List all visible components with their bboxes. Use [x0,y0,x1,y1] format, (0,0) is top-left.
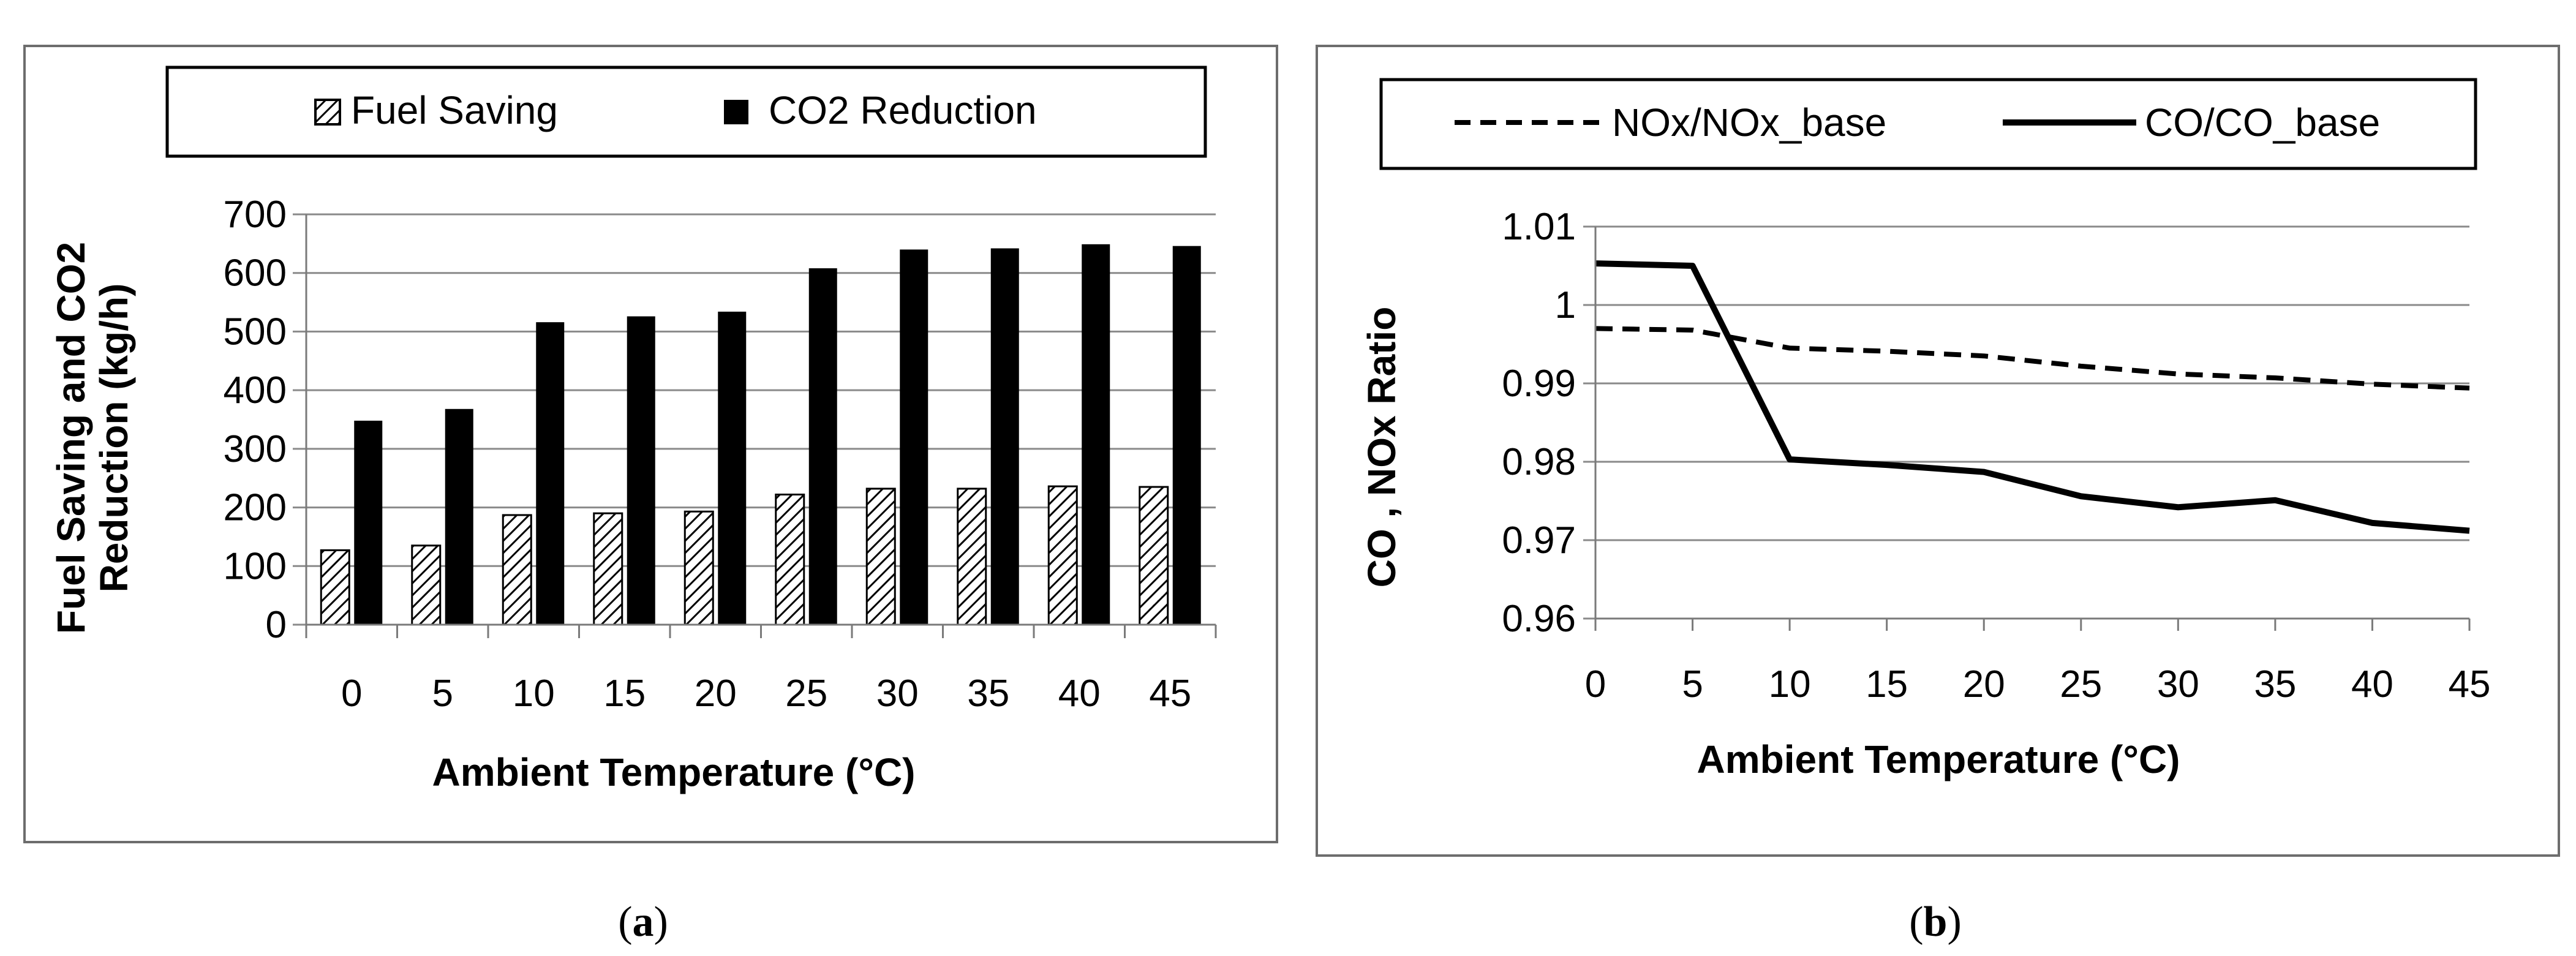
bar-co2-reduction [718,311,747,625]
panel-b-x-tick-label: 40 [2351,663,2393,706]
panel-b-y-tick-label: 0.96 [1502,598,1576,640]
bar-co2-reduction [445,408,473,625]
panel-a-x-tick-label: 30 [876,672,919,715]
panel-a-y-axis-title-line2: Reduction (kg/h) [92,284,136,593]
legend-label-nox: NOx/NOx_base [1612,100,1886,145]
panel-a-x-tick-label: 45 [1149,672,1191,715]
panel-b-frame [1316,45,2560,857]
panel-a-x-axis-title: Ambient Temperature (°C) [432,750,916,794]
bar-fuel-saving [684,510,714,626]
panel-b-y-tick-label: 1.01 [1502,206,1576,248]
legend-swatch-fuel-saving [314,99,341,126]
panel-b-x-tick-label: 25 [2060,663,2102,706]
panel-a-x-tick-label: 15 [603,672,646,715]
panel-a-y-axis-title: Fuel Saving and CO2 Reduction (kg/h) [49,242,136,634]
panel-a-x-tick-label: 20 [695,672,737,715]
bar-co2-reduction [536,322,565,625]
bar-fuel-saving [502,514,532,626]
panel-a-legend: Fuel Saving CO2 Reduction [165,66,1207,158]
bar-co2-reduction [808,268,837,625]
legend-label-fuel-saving: Fuel Saving [351,88,558,132]
panel-a-y-axis-title-line1: Fuel Saving and CO2 [49,242,93,634]
panel-a-x-tick-label: 5 [432,672,453,715]
panel-b-x-axis-title: Ambient Temperature (°C) [1697,737,2180,781]
panel-b-x-tick-label: 15 [1866,663,1908,706]
caption-a: (a) [618,898,668,946]
panel-a-x-tick-label: 35 [967,672,1009,715]
bar-co2-reduction [627,316,655,625]
bar-fuel-saving [957,487,987,626]
bar-fuel-saving [411,544,442,626]
panel-a-x-tick-label: 25 [785,672,827,715]
panel-a: Fuel Saving CO2 Reduction 01002003004005… [23,45,1278,843]
bar-fuel-saving [775,494,805,626]
panel-a-y-tick-label: 100 [224,545,287,587]
panel-a-x-tick-label: 0 [341,672,362,715]
panel-b-y-tick-label: 1 [1555,284,1576,326]
panel-b-y-tick-label: 0.97 [1502,519,1576,562]
panel-b: NOx/NOx_base CO/CO_base 0.96 0.97 0.98 0.99… [1316,45,2560,857]
series-line-nox [1595,326,2470,391]
legend-label-co2-reduction: CO2 Reduction [769,88,1037,132]
panel-a-bars [320,244,1201,626]
panel-b-axes [1594,227,2471,631]
bar-co2-reduction [990,248,1019,625]
bar-fuel-saving [593,512,623,626]
panel-a-axes [305,214,1217,638]
panel-a-y-tick-labels: 0 100 200 300 400 500 600 700 [224,194,287,646]
legend-swatch-co2-reduction [724,100,748,124]
panel-b-x-tick-label: 35 [2254,663,2296,706]
panel-b-y-tick-labels: 0.96 0.97 0.98 0.99 1 1.01 [1502,206,1576,640]
bar-fuel-saving [865,487,896,626]
bar-fuel-saving [1047,485,1078,626]
panel-a-y-tick-label: 200 [224,487,287,529]
legend-label-co: CO/CO_base [2145,100,2380,145]
bar-fuel-saving [320,549,350,626]
bar-co2-reduction [1082,244,1110,625]
panel-a-y-tick-label: 700 [224,194,287,236]
panel-a-y-tick-label: 300 [224,428,287,470]
panel-a-y-tick-label: 500 [224,311,287,353]
panel-b-x-tick-label: 0 [1585,663,1606,706]
panel-b-x-tick-label: 20 [1963,663,2005,706]
panel-a-y-tick-label: 0 [266,604,287,646]
panel-b-series-lines [1595,260,2470,534]
panel-a-x-tick-labels: 0 5 10 15 20 25 30 35 40 45 [341,672,1191,715]
panel-b-y-axis-title: CO , NOx Ratio [1360,307,1404,588]
bar-fuel-saving [1139,486,1169,626]
series-line-co [1595,260,2470,534]
panel-a-y-tick-label: 600 [224,252,287,295]
panel-a-x-tick-label: 10 [513,672,555,715]
panel-b-x-tick-label: 30 [2157,663,2199,706]
panel-b-x-tick-label: 10 [1769,663,1811,706]
caption-b: (b) [1909,898,1962,946]
bar-co2-reduction [900,249,928,625]
bar-co2-reduction [354,420,383,625]
bar-co2-reduction [1172,246,1201,625]
panel-b-x-tick-label: 5 [1682,663,1703,706]
panel-b-y-tick-label: 0.99 [1502,363,1576,405]
panel-a-x-tick-label: 40 [1058,672,1101,715]
panel-b-x-tick-labels: 0 5 10 15 20 25 30 35 40 45 [1585,663,2491,706]
panel-b-y-tick-label: 0.98 [1502,441,1576,483]
panel-a-y-tick-label: 400 [224,369,287,412]
panel-b-x-tick-label: 45 [2449,663,2491,706]
panel-b-legend: NOx/NOx_base CO/CO_base [1379,78,2477,170]
